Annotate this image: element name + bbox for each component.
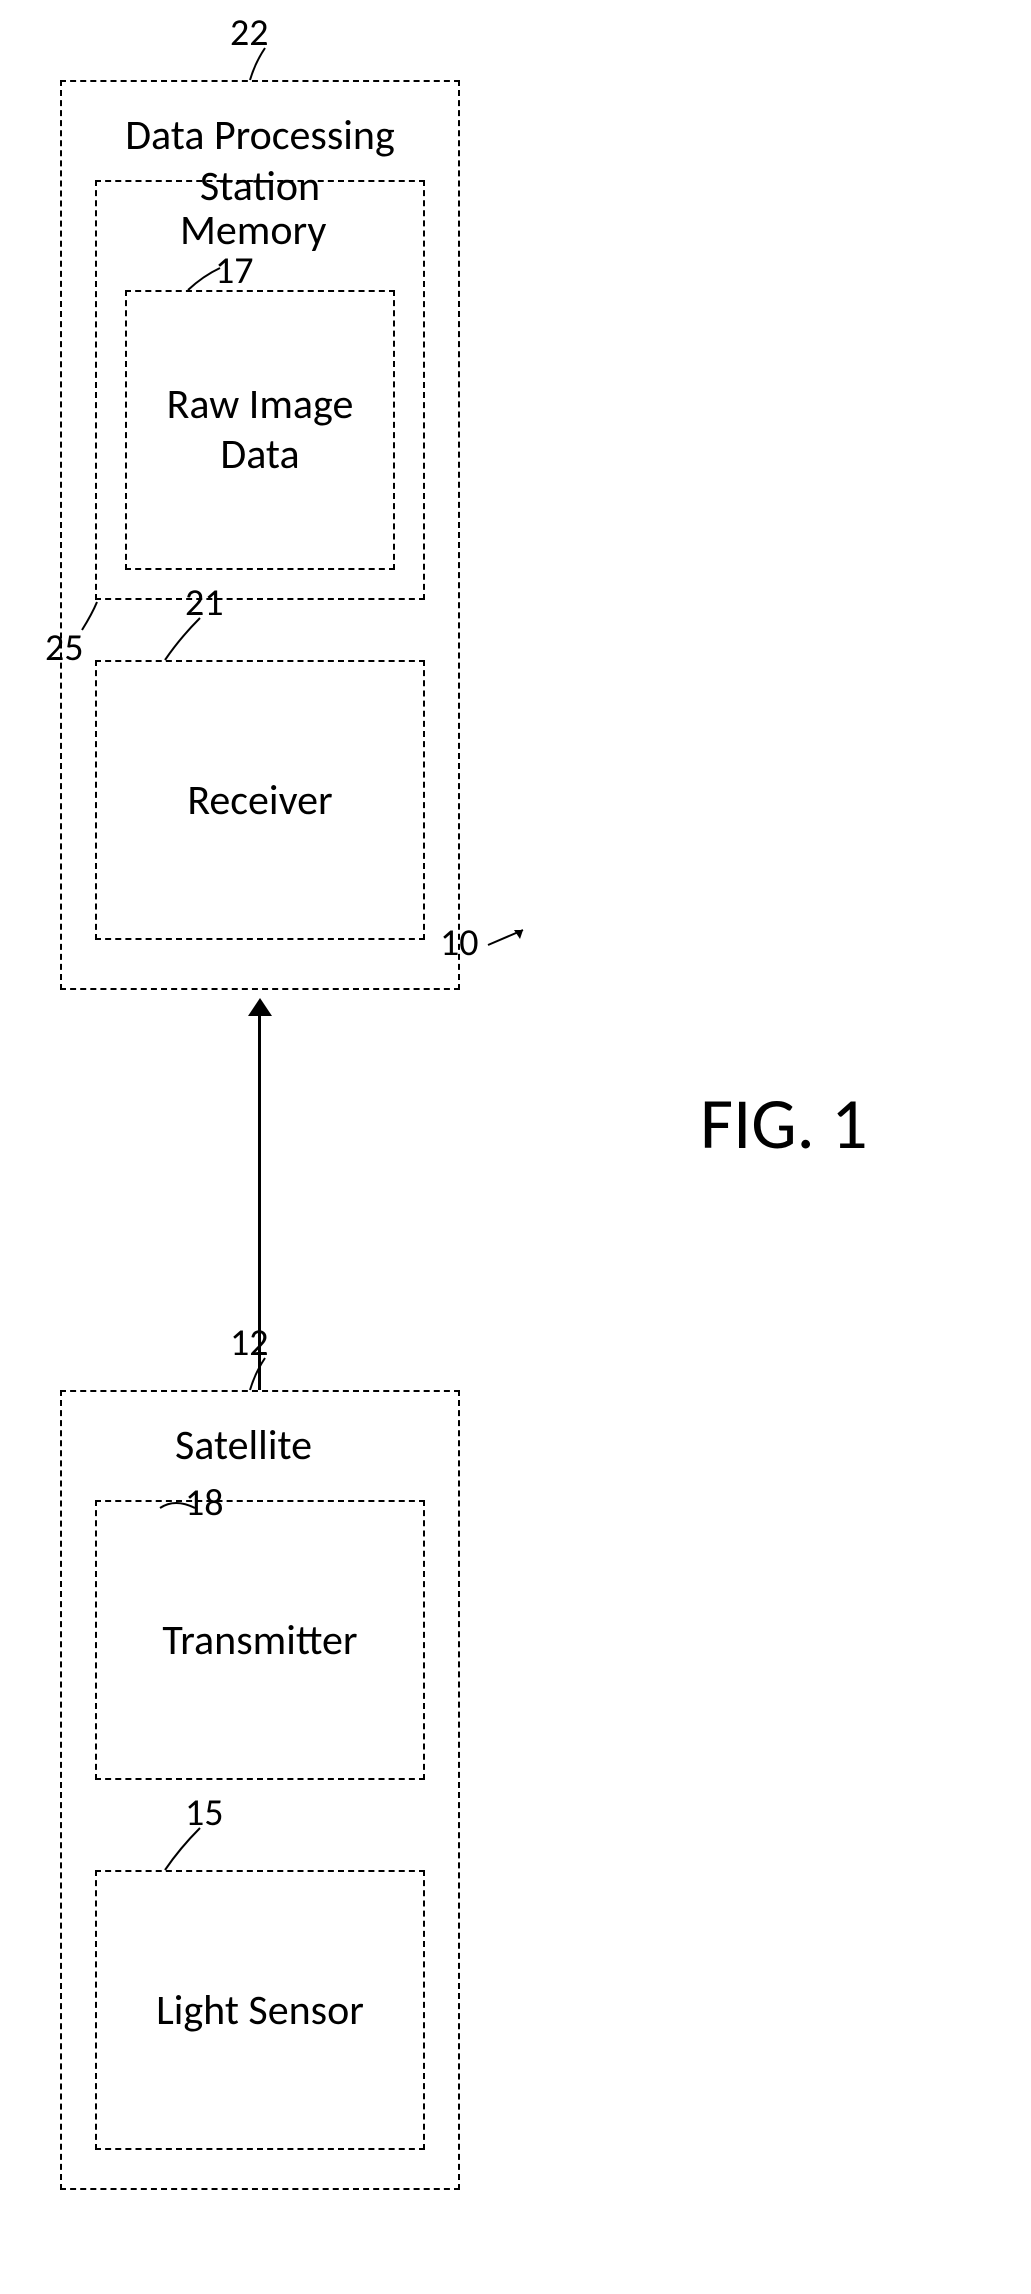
transmitter-block: Transmitter [95, 1500, 425, 1780]
dps-leader [250, 48, 280, 88]
connector-arrowhead [248, 998, 272, 1023]
receiver-label: Receiver [187, 775, 332, 826]
satellite-label: Satellite [175, 1420, 312, 1471]
system-ref-leader [488, 930, 538, 965]
connector-arrow [258, 1010, 261, 1390]
light-sensor-leader [165, 1828, 205, 1878]
raw-image-data-label: Raw ImageData [167, 380, 354, 481]
memory-ref: 25 [45, 625, 84, 671]
memory-leader [82, 602, 112, 637]
transmitter-label: Transmitter [162, 1615, 357, 1666]
receiver-leader [165, 618, 205, 668]
light-sensor-label: Light Sensor [156, 1985, 364, 2036]
transmitter-leader [160, 1498, 200, 1533]
raw-image-data-leader [188, 268, 223, 301]
light-sensor-block: Light Sensor [95, 1870, 425, 2150]
figure-title: FIG. 1 [700, 1080, 868, 1168]
raw-image-data-block: Raw ImageData [125, 290, 395, 570]
satellite-leader [250, 1358, 280, 1398]
receiver-block: Receiver [95, 660, 425, 940]
